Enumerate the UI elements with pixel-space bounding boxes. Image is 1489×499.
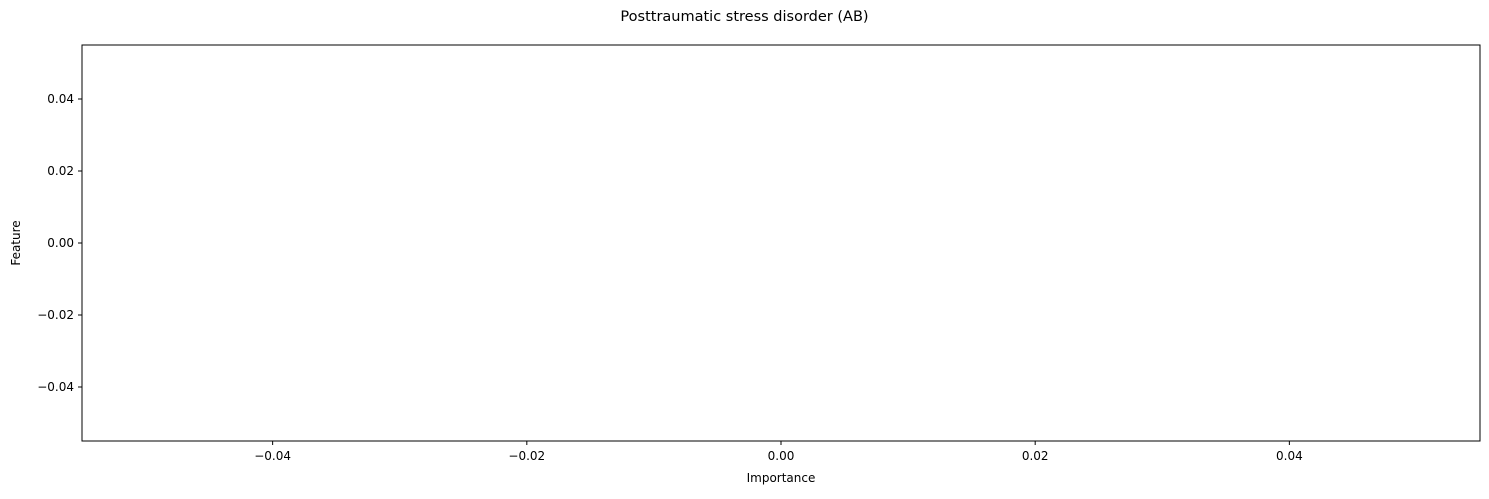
x-axis-label: Importance <box>747 471 816 485</box>
x-tick-label: −0.04 <box>254 449 291 463</box>
chart-title: Posttraumatic stress disorder (AB) <box>620 9 868 25</box>
y-tick-label: 0.02 <box>47 164 74 178</box>
y-tick-label: 0.04 <box>47 92 74 106</box>
y-tick-label: −0.02 <box>37 308 74 322</box>
y-tick-label: −0.04 <box>37 380 74 394</box>
x-tick-label: 0.02 <box>1022 449 1049 463</box>
x-tick-label: 0.04 <box>1276 449 1303 463</box>
x-tick-label: 0.00 <box>768 449 795 463</box>
y-axis-ticks: −0.04 −0.02 0.00 0.02 0.04 <box>37 92 82 394</box>
y-axis-label: Feature <box>9 220 23 265</box>
y-tick-label: 0.00 <box>47 236 74 250</box>
x-axis-ticks: −0.04 −0.02 0.00 0.02 0.04 <box>254 441 1303 463</box>
x-tick-label: −0.02 <box>508 449 545 463</box>
